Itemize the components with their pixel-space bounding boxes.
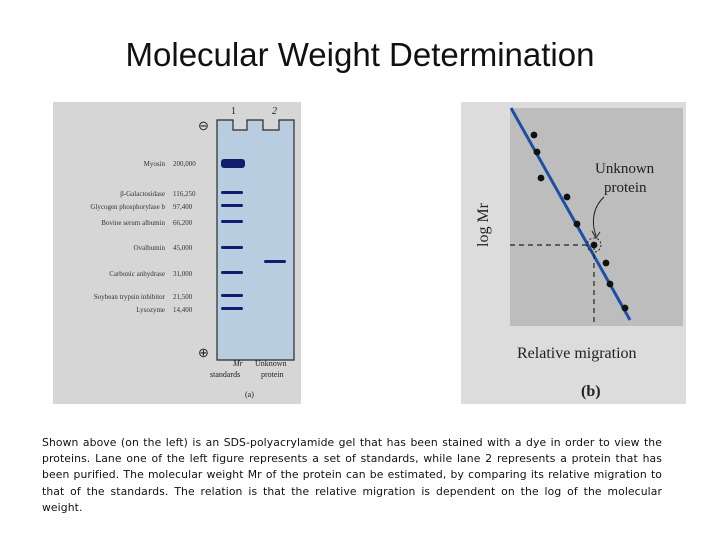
standard-mw: 97,400 (173, 203, 193, 211)
standard-name: Glycogen phosphorylase b (90, 203, 165, 211)
data-point (621, 304, 629, 312)
unknown-point (590, 241, 598, 249)
standard-mw: 200,000 (173, 160, 196, 168)
standard-name: Soybean trypsin inhibitor (94, 293, 166, 301)
data-point (606, 280, 614, 288)
slide-title: Molecular Weight Determination (125, 36, 595, 73)
standard-mw: 116,250 (173, 190, 196, 198)
gel-band (221, 220, 243, 223)
migration-plot-svg: Unknown protein log Mr Relative migratio… (475, 107, 683, 400)
gel-slab (216, 119, 295, 361)
gel-band (221, 294, 243, 297)
gel-figure: 1 2 ⊖ ⊕ Myosin 200,000 β-Galactosidase 1… (53, 102, 301, 404)
gel-svg: 1 2 ⊖ ⊕ Myosin 200,000 β-Galactosidase 1… (90, 106, 295, 399)
data-point (602, 259, 610, 267)
lane1-label-line2: standards (210, 370, 240, 379)
panel-b-label: (b) (581, 383, 601, 400)
annotation-arrow (592, 196, 605, 237)
standard-points (530, 131, 629, 312)
lane1-bands (221, 159, 245, 310)
annotation-line2: protein (604, 180, 647, 196)
standard-name: Ovalbumin (134, 244, 166, 252)
unknown-marker (586, 237, 602, 253)
gel-band (221, 191, 243, 194)
y-axis-label: log Mr (475, 202, 492, 247)
standard-mw: 31,000 (173, 270, 193, 278)
standards-labels: Myosin 200,000 β-Galactosidase 116,250 G… (90, 160, 196, 314)
cathode-symbol: ⊖ (198, 118, 209, 133)
data-point (537, 174, 545, 182)
x-axis-label: Relative migration (517, 345, 637, 362)
gel-band (221, 204, 243, 207)
migration-plot-figure: Unknown protein log Mr Relative migratio… (461, 102, 686, 404)
standard-mw: 14,400 (173, 306, 193, 314)
gel-band (221, 307, 243, 310)
gel-band (221, 271, 243, 274)
gel-band (221, 246, 243, 249)
lane2-label-line1: Unknown (255, 359, 287, 368)
annotation-arrowhead (591, 230, 601, 239)
standard-mw: 21,500 (173, 293, 193, 301)
annotation-line1: Unknown (595, 161, 655, 177)
gel-band (221, 159, 245, 168)
lane-number-2: 2 (272, 106, 277, 117)
data-point (530, 131, 538, 139)
unknown-protein-band (264, 260, 286, 263)
standard-name: β-Galactosidase (120, 190, 165, 198)
data-point (563, 193, 571, 201)
lane-number-1: 1 (231, 106, 236, 117)
standard-name: Myosin (144, 160, 166, 168)
data-point (573, 220, 581, 228)
standard-mw: 66,200 (173, 219, 193, 227)
data-point (533, 148, 541, 156)
lane1-label-line1: Mr (232, 359, 244, 368)
standard-name: Lysozyme (136, 306, 165, 314)
panel-a-label: (a) (245, 390, 254, 399)
anode-symbol: ⊕ (198, 345, 209, 360)
standard-name: Bovine serum albumin (101, 219, 165, 227)
lane2-label-line2: protein (261, 370, 284, 379)
plot-area (510, 108, 683, 326)
caption-paragraph: Shown above (on the left) is an SDS-poly… (42, 436, 662, 514)
standard-name: Carbonic anhydrase (109, 270, 165, 278)
standard-mw: 45,000 (173, 244, 193, 252)
